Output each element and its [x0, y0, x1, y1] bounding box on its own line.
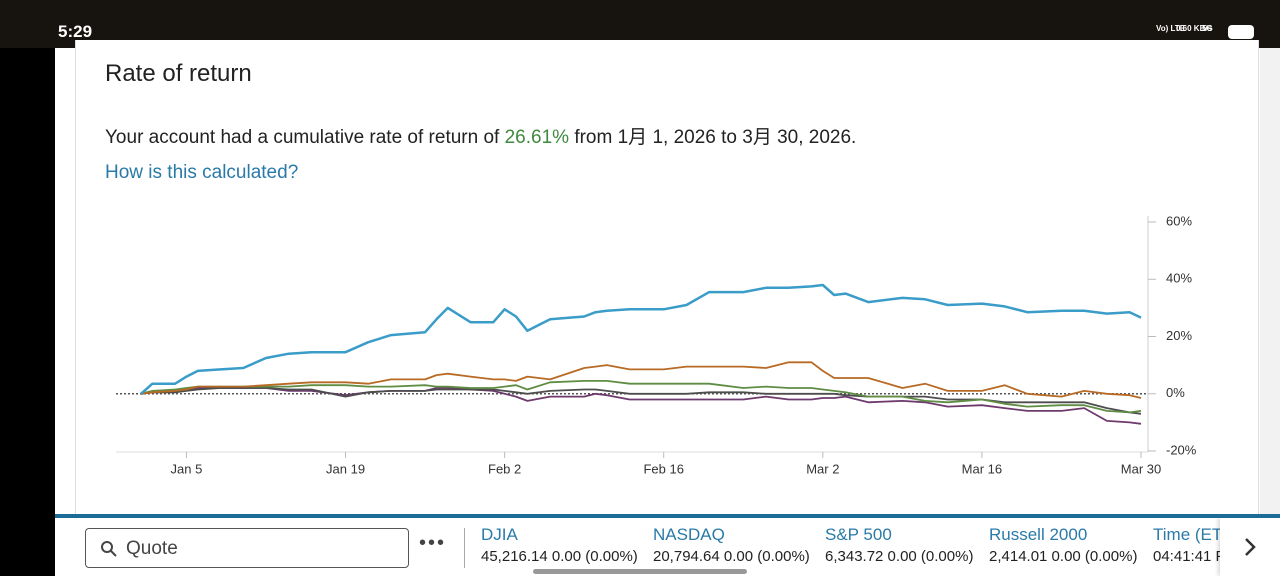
- bottom-bar: Quote ••• DJIA 45,216.14 0.00 (0.00%) NASD…: [55, 514, 1280, 576]
- y-tick-label: 60%: [1166, 213, 1192, 228]
- chart: 60% 40% 20% 0% -20% Jan 5 Jan 19 Feb 2 Feb 16 Mar…: [116, 213, 1197, 476]
- index-quote: 04:41:41 F: [1153, 548, 1225, 565]
- series-line: [140, 380, 1142, 414]
- x-tick-label: Mar 30: [1121, 461, 1161, 476]
- index-quote: 6,343.72 0.00 (0.00%): [825, 548, 974, 565]
- left-edge: [0, 48, 55, 576]
- network: Vo) LTE: [1156, 24, 1186, 33]
- x-tick-label: Feb 16: [643, 461, 683, 476]
- right-edge: [1260, 48, 1280, 514]
- summary-text: Your account had a cumulative rate of re…: [105, 127, 505, 148]
- search-placeholder: Quote: [126, 538, 178, 559]
- y-tick-label: 0%: [1166, 385, 1185, 400]
- index-name: S&P 500: [825, 525, 892, 544]
- y-tick-label: 20%: [1166, 328, 1192, 343]
- divider: [464, 528, 465, 568]
- next-button[interactable]: [1220, 518, 1280, 576]
- signal: 5G: [1202, 24, 1213, 33]
- speed: 0.60 KB/s: [1176, 24, 1213, 33]
- summary-text: from 1月 1, 2026 to 3月 30, 2026.: [569, 127, 857, 148]
- rate: 26.61%: [504, 127, 570, 148]
- x-tick-label: Mar 16: [962, 461, 1002, 476]
- more-button[interactable]: •••: [419, 532, 447, 554]
- x-tick-label: Jan 5: [171, 461, 203, 476]
- series-line: [140, 387, 1142, 425]
- index-name: DJIA: [481, 525, 518, 544]
- index-name: Russell 2000: [989, 525, 1088, 544]
- index-quote: 20,794.64 0.00 (0.00%): [653, 548, 810, 565]
- series-line: [140, 361, 1142, 399]
- series-line: [140, 283, 1142, 395]
- clock: 5:29: [58, 22, 93, 41]
- title: Rate of return: [105, 60, 252, 87]
- search-box[interactable]: Quote: [85, 528, 409, 568]
- index-quote: 2,414.01 0.00 (0.00%): [989, 548, 1138, 565]
- battery: [1228, 25, 1254, 39]
- search-icon: [101, 541, 117, 557]
- help-link[interactable]: How is this calculated?: [105, 162, 299, 183]
- x-tick-label: Feb 2: [488, 461, 521, 476]
- x-tick-label: Jan 19: [326, 461, 365, 476]
- scrollbar: [533, 569, 747, 574]
- chevron: [1245, 538, 1256, 556]
- card: [75, 40, 1259, 515]
- index-name: NASDAQ: [653, 525, 725, 544]
- index-quote: 45,216.14 0.00 (0.00%): [481, 548, 638, 565]
- y-tick-label: -20%: [1166, 442, 1197, 457]
- y-tick-label: 40%: [1166, 271, 1192, 286]
- series-line: [140, 387, 1142, 415]
- index-name: Time (ET: [1153, 525, 1223, 544]
- summary: Your account had a cumulative rate of re…: [105, 122, 856, 149]
- x-tick-label: Mar 2: [806, 461, 839, 476]
